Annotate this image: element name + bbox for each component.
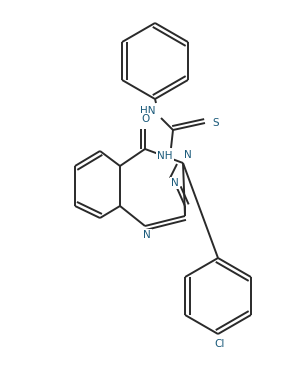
Text: N: N xyxy=(184,150,192,160)
Text: NH: NH xyxy=(157,151,173,161)
Text: S: S xyxy=(213,118,219,128)
Text: N: N xyxy=(171,178,179,188)
Text: N: N xyxy=(143,230,151,240)
Text: HN: HN xyxy=(140,106,156,116)
Text: Cl: Cl xyxy=(215,339,225,349)
Text: O: O xyxy=(141,114,149,124)
